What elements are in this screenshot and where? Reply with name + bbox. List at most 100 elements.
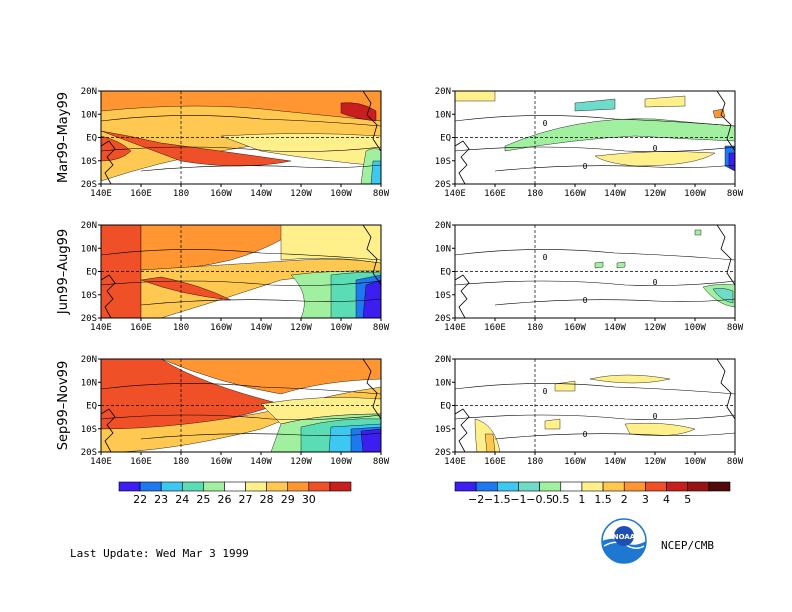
fill-region bbox=[712, 288, 734, 304]
colorbar-label: 25 bbox=[196, 493, 210, 506]
contour-line bbox=[100, 280, 382, 286]
x-tick-label: 140E bbox=[444, 189, 466, 199]
contour-line bbox=[494, 164, 736, 172]
x-tick-label: 160E bbox=[484, 457, 506, 467]
colorbar-swatch bbox=[224, 481, 246, 492]
fill-region bbox=[484, 433, 496, 453]
coastline bbox=[100, 408, 116, 453]
coastline bbox=[362, 358, 382, 420]
y-tick-label: 10S bbox=[435, 157, 451, 167]
coastline bbox=[716, 90, 736, 152]
last-update: Last Update: Wed Mar 3 1999 bbox=[70, 547, 249, 560]
y-tick-label: EQ bbox=[440, 268, 451, 278]
x-tick-label: 100W bbox=[684, 457, 706, 467]
colorbar-label: 27 bbox=[239, 493, 253, 506]
x-tick-label: 160W bbox=[564, 323, 586, 333]
y-tick-label: 20S bbox=[435, 180, 451, 190]
colorbar-label: 1.5 bbox=[594, 493, 612, 506]
colorbar-label: 3 bbox=[642, 493, 649, 506]
contour-line bbox=[100, 146, 382, 152]
x-tick-label: 160W bbox=[210, 323, 232, 333]
sst-colorbar: 22 23 24 25 26 27 28 29 30 bbox=[118, 481, 352, 506]
contour-label: 0 bbox=[543, 253, 548, 262]
anomaly-colorbar: −2 −1.5 −1 −0.5 0.5 1 1.5 2 3 4 5 bbox=[454, 481, 731, 506]
x-tick-label: 160E bbox=[484, 323, 506, 333]
y-tick-label: 10S bbox=[81, 291, 97, 301]
contour-line bbox=[454, 249, 736, 261]
panels: 140E 160E 180 160W 140W 120W 100W 80W 20N 10N EQ 10… bbox=[81, 87, 744, 467]
y-tick-label: 10S bbox=[81, 157, 97, 167]
colorbar-label: 4 bbox=[663, 493, 670, 506]
sst-panel-2: 140E 160E 180 160W 140W 120W 100W 80W 20N 10N EQ 10… bbox=[81, 221, 390, 333]
coastline bbox=[716, 358, 736, 420]
x-tick-label: 100W bbox=[684, 323, 706, 333]
y-tick-label: 10N bbox=[435, 244, 451, 254]
colorbar-swatch bbox=[203, 481, 225, 492]
x-tick-label: 140W bbox=[604, 189, 626, 199]
x-tick-label: 160E bbox=[484, 189, 506, 199]
y-tick-label: 10S bbox=[435, 291, 451, 301]
fill-region bbox=[616, 261, 626, 269]
x-tick-label: 180 bbox=[527, 323, 543, 333]
fill-region bbox=[360, 428, 382, 453]
x-tick-label: 140W bbox=[604, 323, 626, 333]
x-tick-label: 140W bbox=[604, 457, 626, 467]
x-tick-label: 80W bbox=[727, 323, 744, 333]
x-tick-label: 160W bbox=[564, 457, 586, 467]
colorbar-label: 5 bbox=[684, 493, 691, 506]
colorbar-swatch bbox=[245, 481, 267, 492]
x-tick-label: 120W bbox=[290, 323, 312, 333]
x-tick-label: 160W bbox=[210, 189, 232, 199]
x-tick-label: 80W bbox=[373, 189, 390, 199]
colorbar-swatch bbox=[602, 481, 625, 492]
contour-label: 0 bbox=[543, 387, 548, 396]
colorbar-swatch bbox=[666, 481, 688, 492]
contour-line bbox=[454, 414, 736, 420]
noaa-logo: NOAA bbox=[601, 518, 647, 564]
contour-line bbox=[140, 164, 382, 172]
x-tick-label: 160W bbox=[210, 457, 232, 467]
colorbar-swatch bbox=[118, 481, 141, 492]
fill-region bbox=[544, 418, 561, 430]
contour-line bbox=[494, 432, 736, 440]
contour-line bbox=[494, 298, 736, 306]
x-tick-label: 140E bbox=[90, 323, 112, 333]
colorbar-swatch bbox=[181, 481, 204, 492]
y-tick-label: 20N bbox=[81, 221, 97, 231]
x-tick-label: 80W bbox=[373, 323, 390, 333]
x-tick-label: 80W bbox=[373, 457, 390, 467]
colorbar-label: 23 bbox=[154, 493, 168, 506]
colorbar-swatch bbox=[308, 481, 331, 492]
contour-line bbox=[454, 115, 736, 127]
row-label: Mar99–May99 bbox=[56, 92, 71, 183]
y-tick-label: EQ bbox=[86, 402, 97, 412]
fill-region bbox=[694, 229, 702, 236]
y-tick-label: 20S bbox=[435, 448, 451, 458]
sst-panel-3: 140E 160E 180 160W 140W 120W 100W 80W 20N 10N EQ 10… bbox=[81, 355, 390, 467]
contour-label: 0 bbox=[653, 278, 658, 287]
fill-region bbox=[280, 224, 382, 264]
x-tick-label: 140W bbox=[250, 457, 272, 467]
fill-region bbox=[624, 423, 696, 436]
contour-line bbox=[140, 432, 382, 440]
contour-line bbox=[454, 383, 736, 395]
y-tick-label: EQ bbox=[86, 134, 97, 144]
contour-line bbox=[454, 146, 736, 152]
colorbar-swatch bbox=[708, 481, 731, 492]
row-labels: Mar99–May99 Jun99–Aug99 Sep99–Nov99 bbox=[56, 92, 71, 450]
colorbar-swatch bbox=[645, 481, 667, 492]
x-tick-label: 160W bbox=[564, 189, 586, 199]
colorbar-swatch bbox=[560, 481, 583, 492]
x-tick-label: 100W bbox=[330, 189, 352, 199]
y-tick-label: 10N bbox=[435, 378, 451, 388]
y-tick-label: 20N bbox=[81, 355, 97, 365]
fill-region bbox=[100, 130, 292, 167]
x-tick-label: 120W bbox=[644, 323, 666, 333]
colorbar-label: 2 bbox=[621, 493, 628, 506]
coastline bbox=[100, 274, 116, 319]
x-tick-label: 160E bbox=[130, 323, 152, 333]
x-tick-label: 160E bbox=[130, 189, 152, 199]
y-tick-label: 20N bbox=[435, 355, 451, 365]
contour-line bbox=[100, 249, 382, 261]
